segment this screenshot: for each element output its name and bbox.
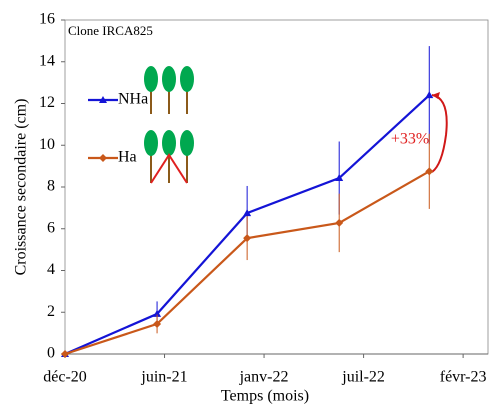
point (425, 91, 434, 99)
point (243, 234, 252, 243)
x-tick-label: févr-23 (440, 369, 487, 386)
plot-frame (64, 19, 489, 355)
x-tick-label: janv-22 (239, 369, 289, 386)
legend-marker (99, 154, 107, 162)
point (61, 350, 69, 358)
annotation: Clone IRCA825 (68, 23, 153, 38)
x-tick-label: juin-21 (140, 369, 187, 386)
legend-label: NHa (118, 91, 148, 108)
y-tick-label: 14 (39, 52, 55, 69)
point (335, 218, 344, 227)
y-axis-title: Croissance secondaire (cm) (13, 99, 30, 276)
y-tick-label: 6 (47, 219, 55, 236)
point (335, 174, 344, 182)
y-tick-label: 8 (47, 178, 55, 195)
y-tick-label: 0 (47, 345, 55, 362)
x-tick-label: déc-20 (43, 369, 87, 386)
legend-marker (99, 96, 107, 103)
point (425, 167, 434, 176)
ratio-arrow-head (432, 92, 440, 99)
ratio-label: +33% (391, 131, 429, 148)
y-tick-label: 2 (47, 303, 55, 320)
x-axis-title: Temps (mois) (221, 388, 309, 405)
ratio-arrow (431, 94, 448, 173)
legend-label: Ha (118, 149, 137, 166)
y-tick-label: 4 (47, 261, 55, 278)
point (153, 309, 162, 317)
x-tick-label: juil-22 (341, 369, 385, 386)
point (153, 319, 162, 328)
y-tick-label: 10 (39, 136, 55, 153)
point (243, 209, 252, 217)
y-tick-label: 16 (39, 11, 55, 28)
y-tick-label: 12 (39, 94, 55, 111)
tree-icons (144, 66, 194, 184)
